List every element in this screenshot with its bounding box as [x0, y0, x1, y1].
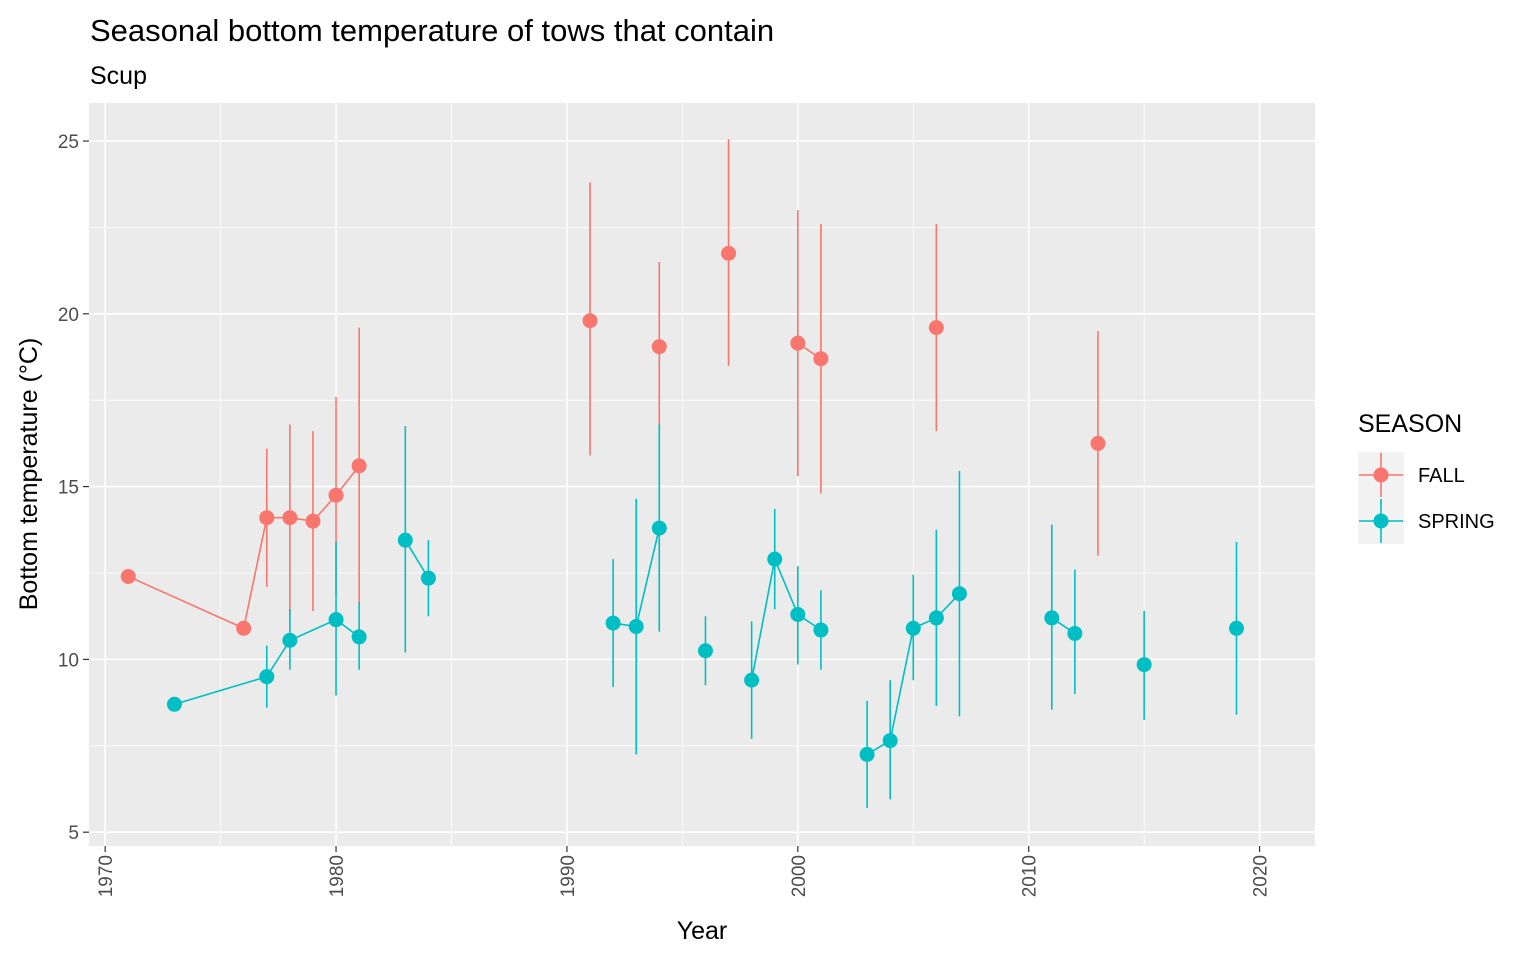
spring-point: [651, 520, 667, 536]
spring-point: [328, 612, 344, 628]
legend-title: SEASON: [1358, 410, 1462, 438]
grid-minor: [89, 103, 1315, 846]
series-layer: [120, 139, 1244, 808]
spring-point: [928, 610, 944, 626]
x-tick-label: 2000: [789, 855, 810, 897]
fall-point: [813, 351, 829, 367]
legend-label-fall: FALL: [1418, 465, 1465, 487]
fall-point: [236, 620, 252, 636]
spring-point: [166, 696, 182, 712]
fall-point: [259, 510, 275, 526]
spring-point: [605, 615, 621, 631]
fall-point: [305, 513, 321, 529]
fall-point: [282, 510, 298, 526]
spring-line-segment: [750, 559, 776, 681]
spring-point: [1067, 625, 1083, 641]
x-tick-label: 1970: [96, 855, 117, 897]
legend-key-fall-point: [1373, 467, 1389, 483]
spring-point: [951, 586, 967, 602]
x-tick-label: 1990: [558, 855, 579, 897]
fall-point: [651, 339, 667, 355]
fall-point: [328, 487, 344, 503]
spring-point: [1228, 620, 1244, 636]
spring-point: [767, 551, 783, 567]
fall-point: [1090, 435, 1106, 451]
y-tick-label: 25: [58, 132, 79, 153]
spring-point: [744, 672, 760, 688]
fall-point: [351, 458, 367, 474]
chart-title: Seasonal bottom temperature of tows that…: [90, 13, 774, 48]
spring-point: [397, 532, 413, 548]
y-axis-title: Bottom temperature (°C): [15, 338, 43, 611]
spring-point: [1044, 610, 1060, 626]
spring-point: [813, 622, 829, 638]
chart-subtitle: Scup: [90, 62, 147, 90]
x-tick-label: 1980: [327, 855, 348, 897]
spring-point: [282, 632, 298, 648]
spring-point: [859, 746, 875, 762]
spring-line-segment: [773, 558, 799, 615]
spring-line-segment: [889, 628, 915, 741]
fall-point: [721, 245, 737, 261]
fall-line-segment: [127, 575, 245, 630]
y-tick-label: 15: [58, 478, 79, 499]
fall-line-segment: [242, 517, 268, 629]
y-tick-label: 10: [58, 650, 79, 671]
spring-point: [790, 606, 806, 622]
x-tick-label: 2010: [1020, 855, 1041, 897]
axes-layer: 1970 1980 1990 2000 2010 2020 5 10 15 20 25: [58, 132, 1272, 897]
spring-point: [259, 669, 275, 685]
spring-line-segment: [174, 675, 268, 706]
spring-point: [1136, 657, 1152, 673]
spring-point: [628, 619, 644, 635]
fall-point: [120, 568, 136, 584]
y-tick-label: 20: [58, 305, 79, 326]
fall-point: [790, 335, 806, 351]
spring-line-segment: [289, 618, 337, 642]
spring-point: [697, 643, 713, 659]
spring-point: [351, 629, 367, 645]
fall-point: [928, 320, 944, 336]
spring-point: [420, 570, 436, 586]
legend-label-spring: SPRING: [1418, 511, 1495, 533]
plot-panel: [89, 103, 1315, 846]
spring-point: [882, 733, 898, 749]
x-axis-title: Year: [677, 917, 728, 945]
legend-key-spring-point: [1373, 513, 1389, 529]
spring-point: [905, 620, 921, 636]
spring-line-segment: [635, 527, 661, 627]
legend: SEASON FALL SPRING: [1358, 410, 1495, 544]
fall-point: [582, 313, 598, 329]
x-tick-label: 2020: [1251, 855, 1272, 897]
y-tick-label: 5: [68, 823, 79, 844]
